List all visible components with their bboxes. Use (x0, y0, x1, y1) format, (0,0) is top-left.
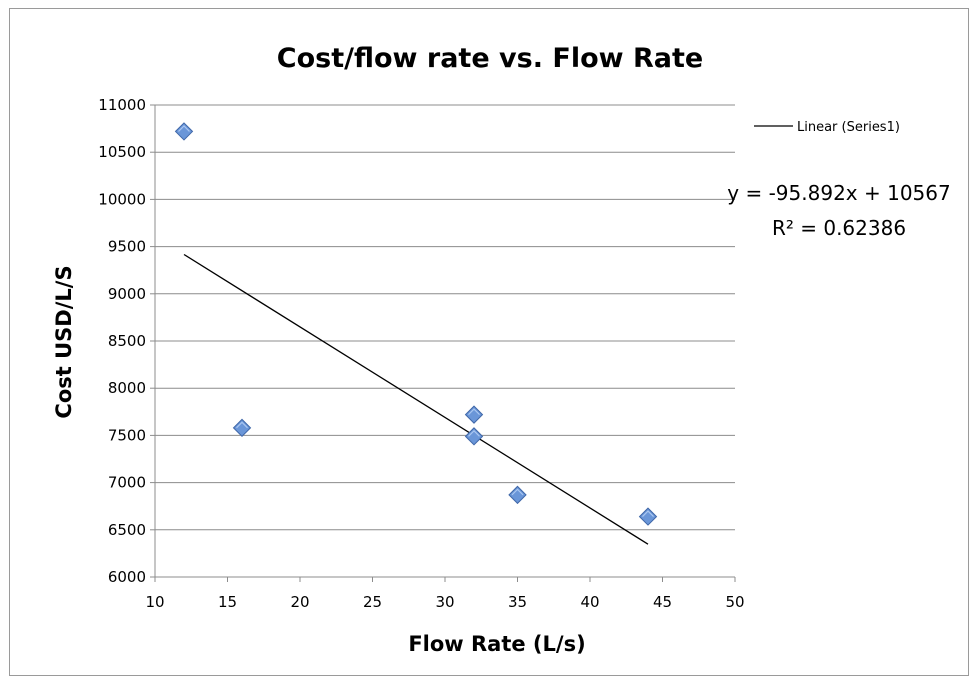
data-point-2 (464, 405, 484, 424)
x-tick-label-1: 15 (218, 593, 237, 611)
y-tick-label-1: 6500 (108, 521, 146, 539)
data-point-highlight-4 (511, 488, 524, 496)
y-tick-labels: 6000 6500 7000 7500 8000 8500 9000 9500 10000 105… (98, 96, 146, 586)
x-tick-label-2: 20 (290, 593, 309, 611)
y-tick-label-6: 9000 (108, 285, 146, 303)
trendline-layer (183, 253, 649, 545)
y-tick-label-0: 6000 (108, 568, 146, 586)
chart-frame (9, 8, 969, 676)
x-tick-label-4: 30 (435, 593, 454, 611)
x-tick-label-7: 45 (653, 593, 672, 611)
y-tick-label-9: 10500 (98, 143, 146, 161)
y-tick-label-3: 7500 (108, 426, 146, 444)
y-tick-label-2: 7000 (108, 474, 146, 492)
y-axis-label: Cost USD/L/S (52, 265, 76, 418)
x-tick-label-0: 10 (145, 593, 164, 611)
trendline (183, 253, 649, 545)
data-point-5 (638, 507, 658, 526)
x-tick-label-3: 25 (363, 593, 382, 611)
y-tick-label-8: 10000 (98, 190, 146, 208)
axes (150, 104, 736, 582)
data-point-1 (232, 418, 252, 438)
data-point-highlight-5 (642, 510, 654, 518)
data-point-highlight-3 (468, 429, 480, 437)
data-point-highlight-2 (468, 408, 480, 416)
y-tick-label-10: 11000 (98, 96, 146, 114)
x-tick-label-6: 40 (580, 593, 599, 611)
data-point-4 (508, 485, 527, 505)
chart-title: Cost/flow rate vs. Flow Rate (277, 43, 703, 74)
y-tick-label-4: 8000 (108, 379, 146, 397)
trendline-equation: y = -95.892x + 10567 (727, 181, 950, 205)
y-tick-label-5: 8500 (108, 332, 146, 350)
y-tick-label-7: 9500 (108, 238, 146, 256)
legend-entry-trendline: Linear (Series1) (797, 120, 900, 135)
data-point-0 (174, 122, 194, 141)
x-tick-labels: 10 15 20 25 30 35 40 45 50 (145, 593, 744, 611)
x-tick-label-8: 50 (725, 593, 744, 611)
data-point-3 (464, 427, 484, 446)
x-tick-label-5: 35 (508, 593, 527, 611)
gridlines (155, 104, 735, 531)
data-point-highlight-1 (236, 421, 248, 429)
data-points (174, 122, 658, 526)
x-axis-label: Flow Rate (L/s) (408, 632, 585, 656)
trendline-r-squared: R² = 0.62386 (772, 216, 906, 240)
data-point-highlight-0 (178, 125, 190, 132)
